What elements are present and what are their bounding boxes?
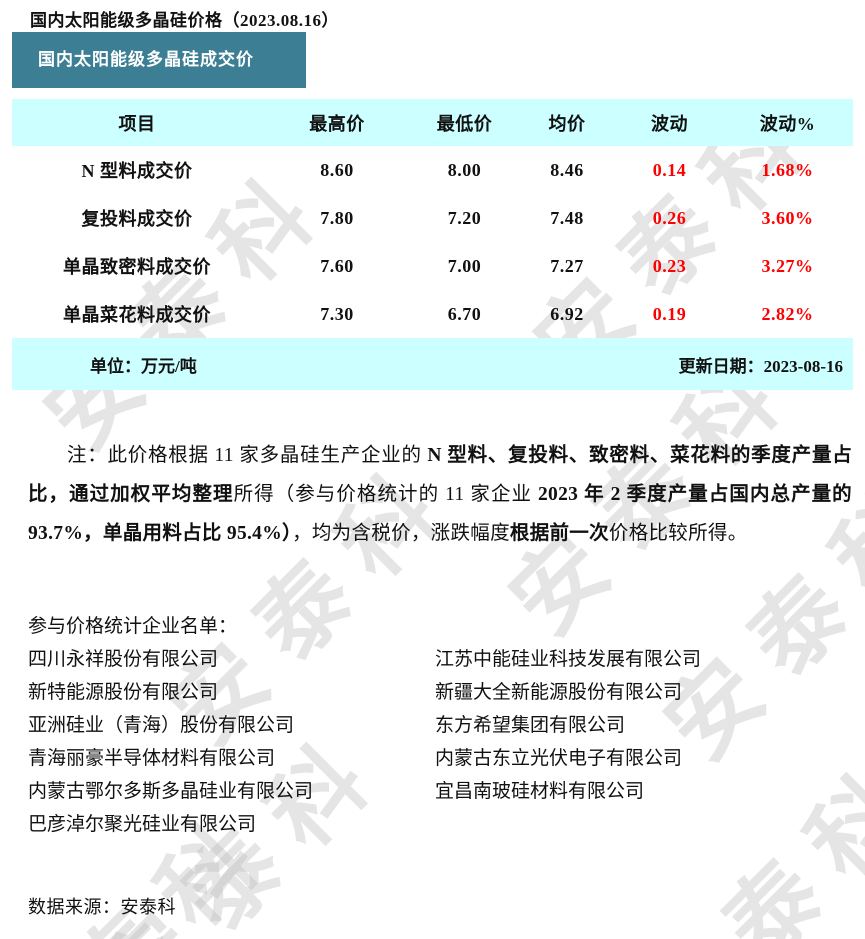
section-banner: 国内太阳能级多晶硅成交价: [12, 32, 306, 88]
row-high-value: 7.80: [320, 207, 354, 228]
row-change-value: 0.19: [652, 303, 687, 324]
column-header-item: 项目: [118, 113, 156, 134]
company-item: 青海丽豪半导体材料有限公司: [28, 748, 276, 769]
note-segment: ，均为含税价，涨跌幅度: [292, 523, 510, 544]
row-change-pct-value: 3.60%: [761, 207, 814, 228]
company-list-section: 参与价格统计企业名单： 四川永祥股份有限公司 新特能源股份有限公司 亚洲硅业（青…: [28, 610, 852, 841]
data-source-label: 数据来源：安泰科: [28, 897, 176, 917]
row-low-value: 7.00: [447, 255, 482, 276]
page-title: 国内太阳能级多晶硅价格（2023.08.16）: [30, 11, 339, 30]
table-header-row: 项目 最高价 最低价 均价 波动 波动%: [12, 99, 853, 146]
table-row: 单晶菜花料成交价 7.30 6.70 6.92 0.19 2.82%: [12, 290, 853, 338]
company-item: 江苏中能硅业科技发展有限公司: [435, 649, 702, 670]
company-list-heading: 参与价格统计企业名单：: [28, 616, 238, 637]
table-footer: 单位：万元/吨 更新日期：2023-08-16: [12, 338, 853, 390]
note-segment: 注：此价格根据 11 家多晶硅生产企业的: [67, 445, 428, 466]
company-list-left-column: 四川永祥股份有限公司 新特能源股份有限公司 亚洲硅业（青海）股份有限公司 青海丽…: [28, 643, 852, 841]
row-change-value: 0.23: [652, 255, 687, 276]
update-date-label: 更新日期：2023-08-16: [678, 356, 843, 376]
company-item: 巴彦淖尔聚光硅业有限公司: [28, 814, 257, 835]
company-list-right-column: 江苏中能硅业科技发展有限公司 新疆大全新能源股份有限公司 东方希望集团有限公司 …: [435, 643, 701, 808]
row-high-value: 7.60: [320, 255, 354, 276]
row-low-value: 7.20: [447, 207, 482, 228]
row-avg-value: 8.46: [550, 159, 584, 180]
row-avg-value: 7.27: [550, 255, 584, 276]
company-item: 宜昌南玻硅材料有限公司: [435, 781, 645, 802]
unit-label: 单位：万元/吨: [90, 356, 197, 376]
company-item: 新特能源股份有限公司: [28, 682, 219, 703]
note-paragraph: 注：此价格根据 11 家多晶硅生产企业的 N 型料、复投料、致密料、菜花料的季度…: [28, 436, 852, 553]
note-segment: 所得（参与价格统计的 11 家企业: [233, 484, 538, 505]
company-item: 亚洲硅业（青海）股份有限公司: [28, 715, 295, 736]
row-change-value: 0.26: [652, 207, 687, 228]
row-change-pct-value: 1.68%: [761, 159, 814, 180]
column-header-low: 最低价: [436, 113, 493, 134]
company-item: 内蒙古东立光伏电子有限公司: [435, 748, 683, 769]
note-segment: 2023 年 2 季度产量占国内总产量的 93.7%，单晶用料占比 95.4%）: [28, 484, 852, 544]
note-segment: 根据前一次: [509, 523, 609, 544]
row-item-label: 单晶菜花料成交价: [63, 305, 211, 325]
column-header-change-pct: 波动%: [759, 113, 816, 134]
row-high-value: 8.60: [320, 159, 354, 180]
column-header-high: 最高价: [309, 113, 365, 134]
row-low-value: 8.00: [447, 159, 482, 180]
row-change-pct-value: 2.82%: [761, 303, 814, 324]
note-segment: 价格比较所得。: [608, 523, 748, 544]
column-header-change: 波动: [651, 113, 688, 134]
table-row: N 型料成交价 8.60 8.00 8.46 0.14 1.68%: [12, 146, 853, 194]
company-item: 新疆大全新能源股份有限公司: [435, 682, 683, 703]
row-change-pct-value: 3.27%: [761, 255, 814, 276]
table-row: 复投料成交价 7.80 7.20 7.48 0.26 3.60%: [12, 194, 853, 242]
row-item-label: N 型料成交价: [81, 161, 193, 181]
row-avg-value: 6.92: [550, 303, 584, 324]
row-item-label: 单晶致密料成交价: [63, 257, 211, 277]
row-change-value: 0.14: [652, 159, 687, 180]
company-item: 四川永祥股份有限公司: [28, 649, 219, 670]
row-item-label: 复投料成交价: [81, 209, 193, 229]
note-segment: N 型料、复投料、致密料、菜花料的季度产量占比，通过加权平均整理: [28, 445, 852, 505]
table-row: 单晶致密料成交价 7.60 7.00 7.27 0.23 3.27%: [12, 242, 853, 290]
company-item: 东方希望集团有限公司: [435, 715, 626, 736]
price-table: 项目 最高价 最低价 均价 波动 波动% N 型料成交价 8.60 8.00 8…: [12, 99, 853, 338]
company-item: 内蒙古鄂尔多斯多晶硅业有限公司: [28, 781, 314, 802]
row-avg-value: 7.48: [550, 207, 584, 228]
column-header-avg: 均价: [548, 113, 586, 134]
row-low-value: 6.70: [447, 303, 482, 324]
row-high-value: 7.30: [320, 303, 354, 324]
